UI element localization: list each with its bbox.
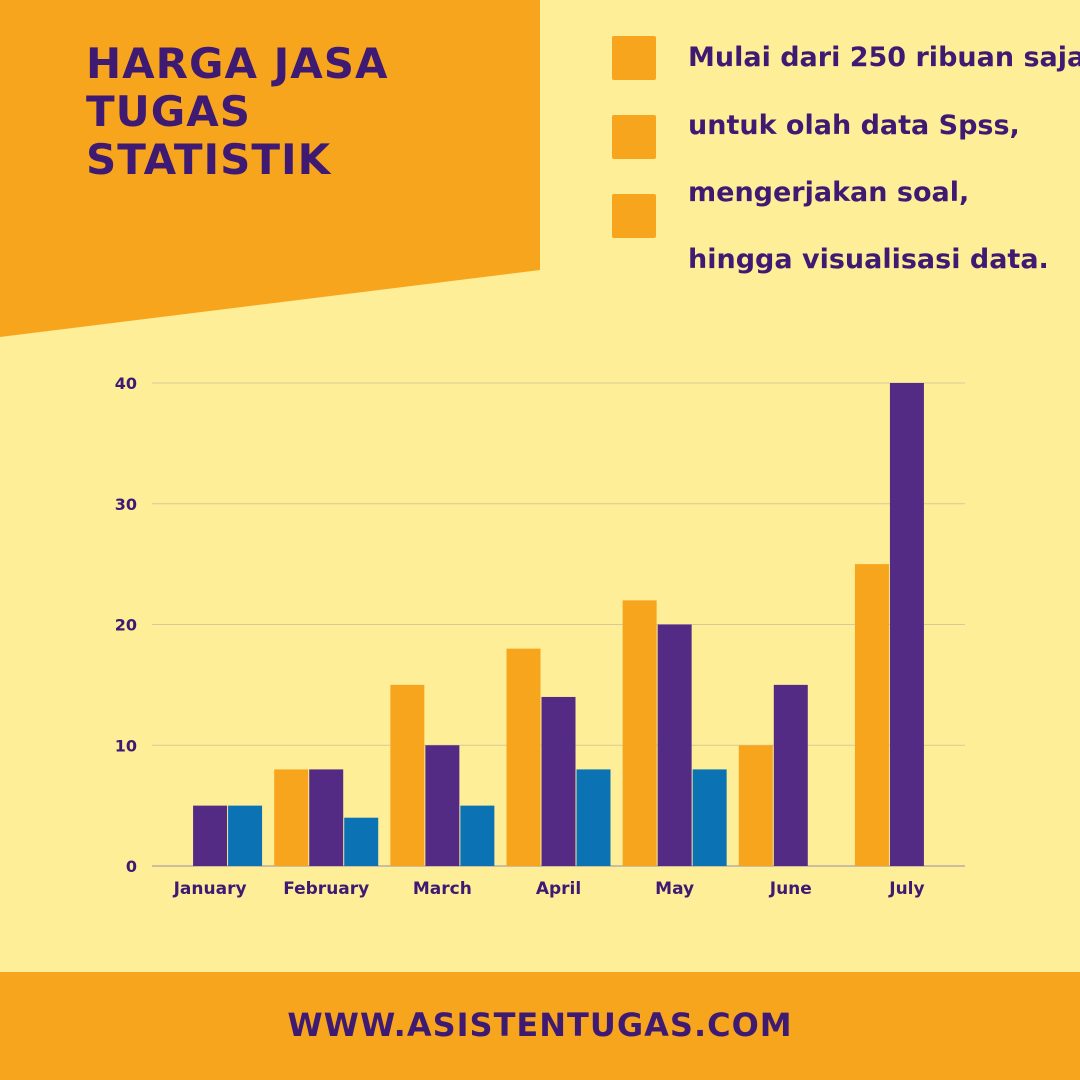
bar — [193, 805, 228, 866]
footer-url[interactable]: WWW.ASISTENTUGAS.COM — [287, 1006, 793, 1044]
title-line-2: TUGAS — [86, 87, 251, 136]
bar — [541, 696, 576, 866]
bar — [576, 769, 611, 866]
title-line-3: STATISTIK — [86, 135, 332, 184]
header-banner — [0, 0, 540, 337]
y-tick-label: 0 — [126, 857, 137, 876]
bar — [425, 745, 460, 866]
footer-banner: WWW.ASISTENTUGAS.COM — [0, 972, 1080, 1080]
x-tick-label: February — [283, 879, 369, 899]
y-tick-label: 40 — [115, 374, 137, 393]
page-title: HARGA JASA TUGAS STATISTIK — [86, 40, 388, 184]
y-tick-label: 10 — [115, 736, 137, 755]
bar — [854, 564, 889, 866]
legend-swatch-1 — [612, 36, 656, 80]
title-line-1: HARGA JASA — [86, 39, 389, 88]
x-tick-label: May — [655, 879, 694, 899]
x-tick-label: June — [769, 879, 812, 899]
bar — [390, 684, 425, 866]
x-tick-label: July — [888, 879, 924, 899]
x-tick-label: April — [536, 879, 581, 899]
bar — [344, 817, 379, 866]
bullet-line-1: Mulai dari 250 ribuan saja — [688, 42, 1080, 73]
bar — [622, 600, 657, 866]
bar — [738, 745, 773, 866]
y-tick-label: 20 — [115, 616, 137, 635]
bar — [228, 805, 263, 866]
legend-swatch-2 — [612, 115, 656, 159]
bullet-line-2: untuk olah data Spss, — [688, 110, 1020, 141]
bar — [692, 769, 727, 866]
legend-swatch-3 — [612, 194, 656, 238]
x-tick-label: January — [173, 879, 247, 899]
bar — [773, 684, 808, 866]
bar — [274, 769, 309, 866]
bar — [460, 805, 495, 866]
header-orange-shape — [0, 0, 540, 337]
bar — [309, 769, 344, 866]
bar — [889, 383, 924, 866]
y-tick-label: 30 — [115, 495, 137, 514]
bar-chart: 0 10 20 30 40 January February March April May Jun… — [115, 374, 965, 899]
bullet-line-3: mengerjakan soal, — [688, 177, 970, 208]
bar — [657, 624, 692, 866]
bullet-line-4: hingga visualisasi data. — [688, 244, 1049, 275]
x-tick-label: March — [413, 879, 472, 899]
bar — [506, 648, 541, 866]
